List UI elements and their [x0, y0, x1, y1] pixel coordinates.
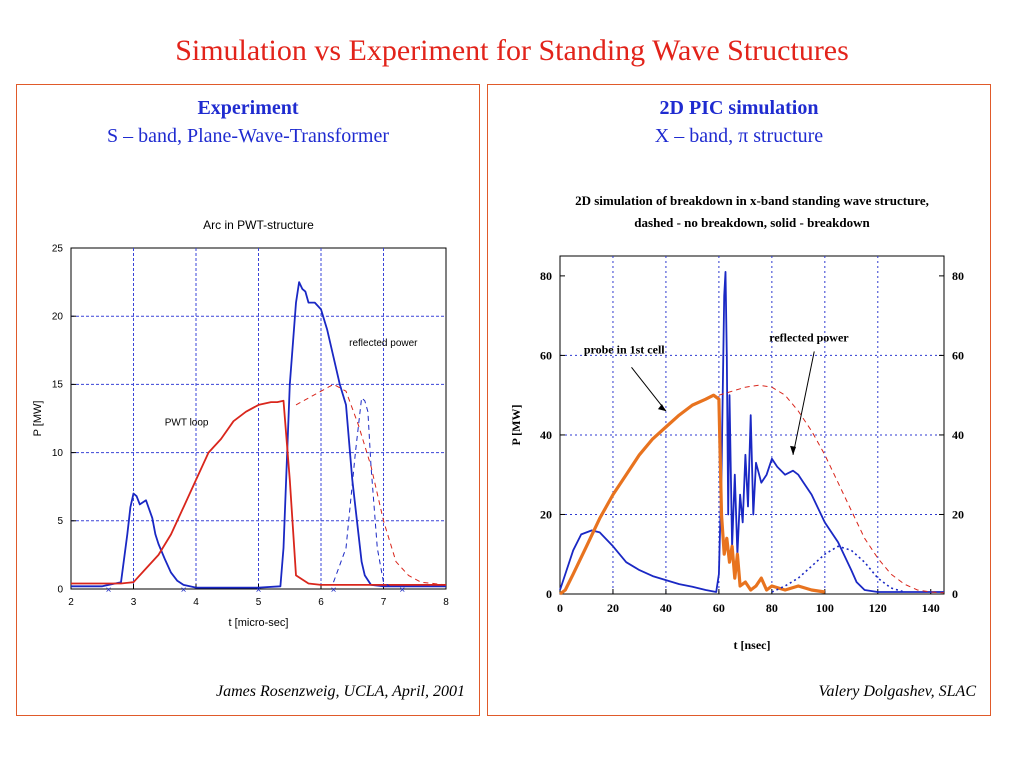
annotation-probe: probe in 1st cell	[584, 342, 665, 356]
data-marker: ×	[399, 585, 405, 596]
data-marker: ×	[106, 585, 112, 596]
x-tick-label: 40	[660, 601, 672, 615]
series-red-solid	[71, 399, 446, 586]
x-tick-label: 60	[713, 601, 725, 615]
data-marker: ×	[256, 585, 262, 596]
y-tick-label-right: 80	[952, 269, 964, 283]
y-tick-label: 5	[57, 516, 63, 527]
annotation-pwt-loop: PWT loop	[165, 417, 209, 428]
data-marker: ×	[181, 585, 187, 596]
x-tick-label: 0	[557, 601, 563, 615]
x-tick-label: 4	[193, 597, 199, 608]
series-blue-dotted	[771, 545, 905, 593]
x-tick-label: 80	[766, 601, 778, 615]
x-tick-label: 3	[131, 597, 137, 608]
y-tick-label: 25	[52, 243, 64, 254]
arrow-reflected	[792, 351, 815, 455]
series-blue-dashed	[333, 397, 391, 587]
y-tick-label: 10	[52, 448, 64, 459]
x-axis-label: t [micro-sec]	[229, 617, 289, 629]
y-tick-label: 20	[540, 507, 552, 521]
x-tick-label: 5	[256, 597, 262, 608]
series-blue-solid	[71, 281, 446, 589]
x-tick-label: 100	[816, 601, 834, 615]
x-tick-label: 7	[381, 597, 387, 608]
x-tick-label: 120	[869, 601, 887, 615]
y-tick-label-right: 20	[952, 507, 964, 521]
left-panel: Experiment S – band, Plane-Wave-Transfor…	[16, 84, 480, 716]
chart-title: 2D simulation of breakdown in x-band sta…	[575, 193, 929, 208]
y-tick-label: 60	[540, 348, 552, 362]
series-red-dashed	[718, 384, 945, 594]
left-panel-subheading: S – band, Plane-Wave-Transformer	[106, 125, 390, 147]
y-axis-label: P [MW]	[509, 405, 523, 446]
x-tick-label: 20	[607, 601, 619, 615]
plot-area	[559, 255, 945, 595]
series-blue-solid	[559, 271, 944, 593]
x-axis-label: t [nsec]	[734, 638, 771, 652]
annotation-reflected-power: reflected power	[769, 330, 849, 344]
arrow-probe	[631, 367, 667, 412]
y-tick-label: 40	[540, 428, 552, 442]
arrow-reflected-head	[790, 445, 797, 455]
y-tick-label: 0	[546, 587, 552, 601]
data-marker: ×	[331, 585, 337, 596]
x-tick-label: 8	[443, 597, 449, 608]
right-panel: 2D PIC simulation X – band, π structure …	[487, 84, 991, 716]
right-panel-subheading: X – band, π structure	[654, 125, 824, 147]
slide-title: Simulation vs Experiment for Standing Wa…	[175, 34, 849, 67]
y-tick-label-right: 0	[952, 587, 958, 601]
y-tick-label: 20	[52, 312, 64, 323]
series-orange-solid	[559, 393, 826, 596]
experiment-chart: 2 3 4 5 6 7 8 0 5 10 15 20 25 Arc in PWT-structure t […	[32, 218, 449, 629]
y-tick-label: 15	[52, 380, 64, 391]
x-tick-label: 6	[318, 597, 324, 608]
chart-subtitle: dashed - no breakdown, solid - breakdown	[634, 215, 870, 230]
y-tick-label-right: 40	[952, 428, 964, 442]
x-tick-label: 2	[68, 597, 74, 608]
right-panel-credit: Valery Dolgashev, SLAC	[818, 683, 976, 700]
y-axis-label: P [MW]	[32, 401, 44, 437]
arrow-probe-head	[657, 404, 666, 412]
series-red-dashed	[295, 383, 447, 586]
y-tick-label-right: 60	[952, 348, 964, 362]
left-panel-heading: Experiment	[197, 97, 299, 119]
y-tick-label: 80	[540, 269, 552, 283]
y-tick-label: 0	[57, 584, 63, 595]
left-panel-credit: James Rosenzweig, UCLA, April, 2001	[215, 683, 465, 700]
annotation-reflected-power: reflected power	[349, 338, 418, 349]
x-tick-label: 140	[922, 601, 940, 615]
right-panel-heading: 2D PIC simulation	[659, 97, 819, 119]
chart-title: Arc in PWT-structure	[203, 218, 314, 232]
